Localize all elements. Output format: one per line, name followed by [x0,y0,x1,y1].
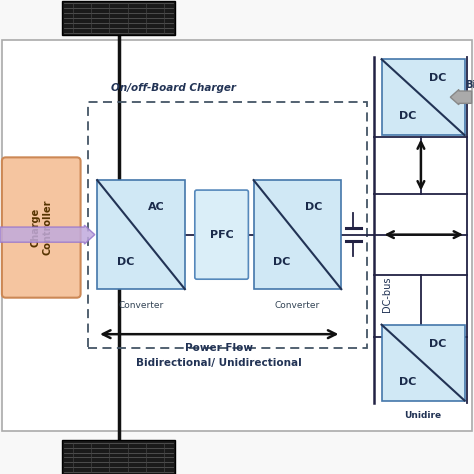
Text: DC: DC [400,376,417,387]
Bar [62,440,175,474]
Text: DC: DC [117,257,134,267]
Text: Bidir: Bidir [465,80,474,91]
Bar [62,1,175,35]
Bar [254,180,341,289]
Text: Power Flow: Power Flow [185,343,253,354]
Text: Unidire: Unidire [404,411,441,420]
Bar [382,325,465,401]
Text: DC: DC [304,202,322,212]
FancyArrow shape [0,225,95,244]
Text: Charge
Controller: Charge Controller [30,200,52,255]
Text: PFC: PFC [210,229,234,240]
Text: DC: DC [429,73,447,83]
Bar [2,40,472,431]
Text: AC: AC [148,202,165,212]
Text: Bidirectional/ Unidirectional: Bidirectional/ Unidirectional [136,357,302,368]
FancyBboxPatch shape [195,190,248,279]
Text: DC-bus: DC-bus [382,276,392,311]
Bar [382,59,465,135]
FancyArrow shape [450,90,472,105]
Text: DC: DC [400,111,417,121]
Text: Converter: Converter [118,301,164,310]
Bar [97,180,185,289]
Bar [88,102,367,348]
Text: DC: DC [429,338,447,349]
Text: On/off-Board Charger: On/off-Board Charger [110,83,236,93]
Text: Converter: Converter [274,301,320,310]
FancyBboxPatch shape [2,157,81,298]
Text: DC: DC [273,257,291,267]
